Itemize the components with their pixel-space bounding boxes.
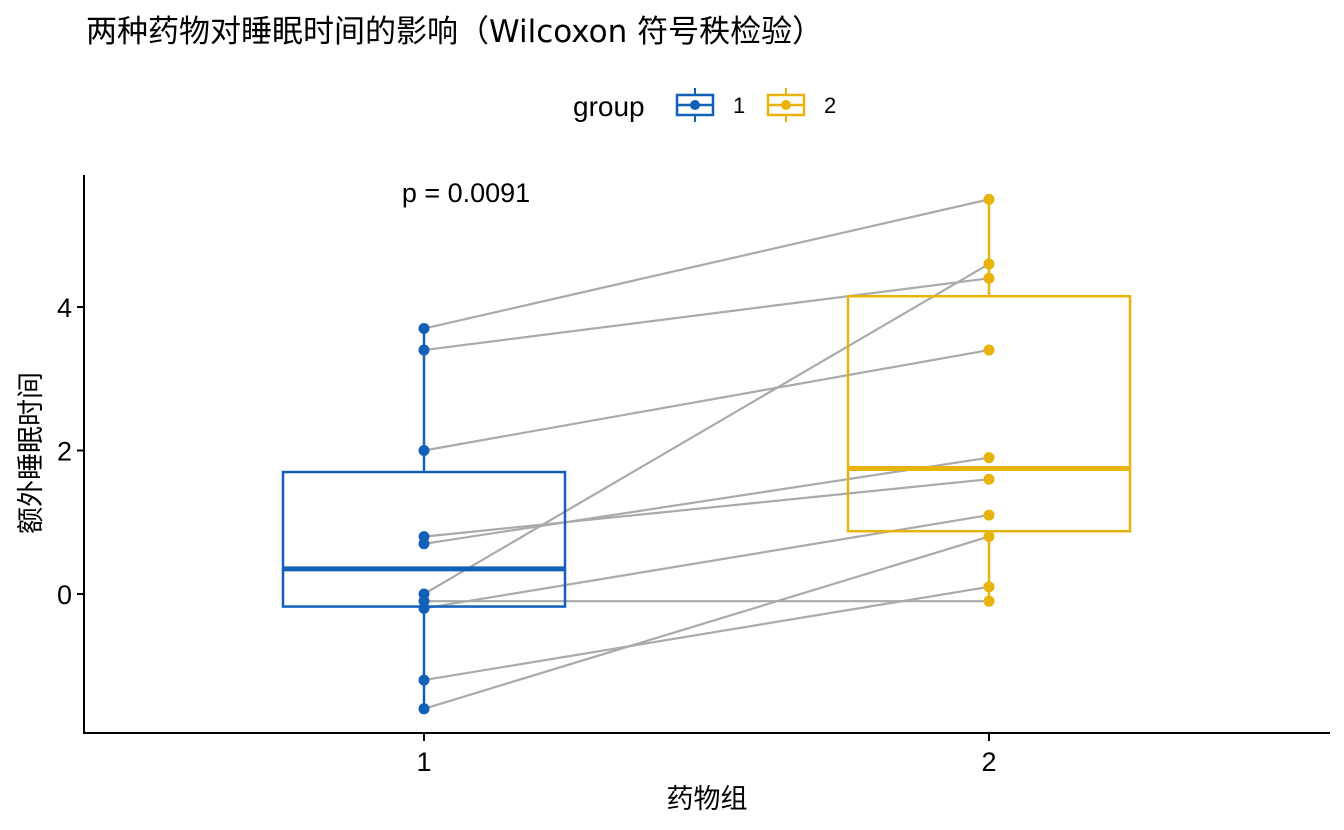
pair-line xyxy=(423,263,990,595)
pair-line xyxy=(423,456,990,545)
axes: 0 2 4 1 2 xyxy=(57,175,1330,777)
legend-key-1: 1 xyxy=(675,88,745,122)
x-tick-label: 1 xyxy=(416,747,431,777)
box-2 xyxy=(846,294,1132,533)
legend: group 1 2 xyxy=(573,88,836,122)
pair-line xyxy=(423,585,990,682)
data-points xyxy=(418,193,995,715)
x-tick-label: 2 xyxy=(981,747,996,777)
data-point xyxy=(418,531,430,543)
pair-line xyxy=(423,348,990,452)
pair-line xyxy=(423,277,990,352)
y-tick-label: 0 xyxy=(57,580,72,610)
y-tick-label: 2 xyxy=(57,437,72,467)
data-point xyxy=(983,531,995,543)
data-point xyxy=(418,703,430,715)
legend-label: 1 xyxy=(733,93,745,118)
pair-line xyxy=(423,478,990,538)
data-point xyxy=(983,258,995,270)
y-tick-label: 4 xyxy=(57,293,72,323)
legend-key-point xyxy=(781,100,791,110)
data-point xyxy=(983,509,995,521)
p-value-annotation: p = 0.0091 xyxy=(402,178,530,208)
data-point xyxy=(983,193,995,205)
y-axis-title: 额外睡眠时间 xyxy=(16,372,47,534)
chart-title: 两种药物对睡眠时间的影响（Wilcoxon 符号秩检验） xyxy=(86,14,823,50)
data-point xyxy=(418,445,430,456)
pair-line xyxy=(423,198,990,330)
data-point xyxy=(418,588,430,600)
data-point xyxy=(418,674,430,686)
legend-label: 2 xyxy=(824,93,836,118)
data-point xyxy=(983,595,995,607)
paired-lines xyxy=(423,198,990,710)
data-point xyxy=(983,473,995,485)
legend-title: group xyxy=(573,91,645,122)
legend-key-2: 2 xyxy=(766,88,836,122)
data-point xyxy=(418,344,430,356)
legend-key-point xyxy=(690,100,700,110)
pair-line xyxy=(423,535,990,710)
data-point xyxy=(418,323,430,335)
data-point xyxy=(983,452,995,464)
data-point xyxy=(983,344,995,356)
data-point xyxy=(983,272,995,284)
x-axis-title: 药物组 xyxy=(667,784,748,815)
data-point xyxy=(983,581,995,593)
